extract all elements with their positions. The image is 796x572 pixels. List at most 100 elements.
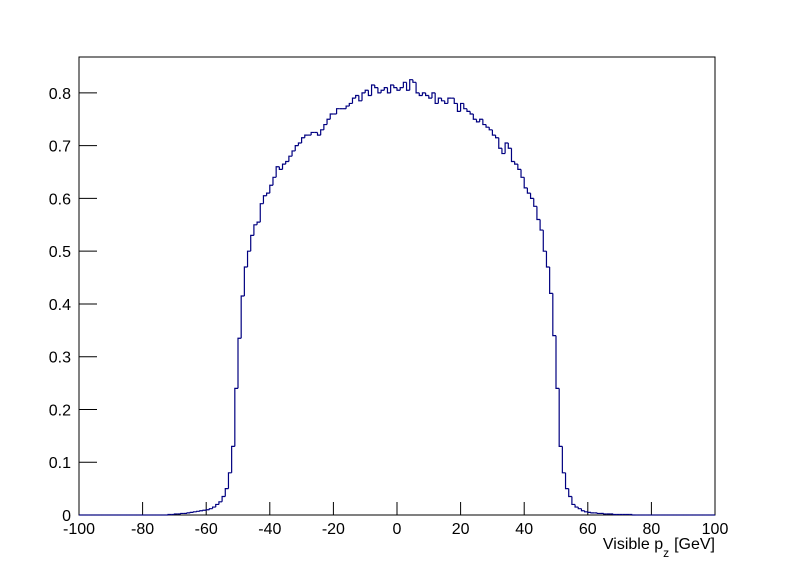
histogram-bin	[501, 148, 506, 155]
histogram-bin	[227, 472, 232, 489]
x-label-sub: z	[663, 546, 669, 560]
histogram-bin	[475, 119, 480, 123]
histogram-bin	[390, 84, 394, 93]
histogram-bin	[558, 388, 563, 448]
histogram-bin	[577, 507, 582, 510]
histogram-bin	[367, 90, 372, 97]
histogram-bin	[409, 79, 413, 91]
histogram-bin	[440, 98, 445, 102]
histogram-bin	[504, 142, 509, 154]
histogram-bin	[215, 503, 219, 508]
histogram-bin	[351, 97, 356, 104]
histogram-bin	[243, 266, 248, 297]
y-tick-label: 0.1	[49, 455, 71, 472]
histogram-bin	[393, 84, 397, 89]
histogram-bin	[377, 87, 382, 94]
y-tick-label: 0	[62, 508, 71, 525]
histogram-bin	[278, 166, 283, 170]
histogram-bin	[405, 82, 410, 91]
histogram-bin	[584, 510, 588, 513]
x-tick-label: -60	[195, 521, 218, 538]
histogram-bin	[444, 100, 448, 105]
histogram-bin	[568, 488, 572, 498]
histogram-bin	[234, 387, 238, 447]
histogram-bin	[472, 113, 477, 120]
histogram-bin	[345, 105, 350, 109]
histogram-bin	[574, 504, 579, 508]
histogram-bin	[453, 98, 458, 105]
histogram-bin	[561, 446, 566, 474]
histogram-bin	[386, 87, 391, 94]
histogram-bin	[285, 160, 289, 165]
histogram-bin	[517, 164, 522, 170]
histogram-bin	[510, 148, 515, 163]
histogram-bin	[320, 129, 324, 136]
x-axis-label: Visible pz [GeV]	[603, 536, 715, 560]
histogram-bin	[237, 337, 242, 389]
y-tick-label: 0.4	[49, 297, 71, 314]
histogram-bin	[259, 203, 264, 223]
histogram-bin	[380, 89, 385, 93]
histogram-bin	[266, 192, 270, 196]
histogram-bin	[202, 509, 207, 511]
histogram-bin	[539, 219, 544, 231]
histogram-bin	[173, 513, 178, 515]
y-tick-label: 0.7	[49, 139, 71, 156]
histogram-bin	[491, 129, 496, 136]
histogram-bin	[542, 230, 547, 252]
histogram-bin	[536, 206, 541, 221]
histogram-bin	[596, 512, 601, 515]
histogram-bin	[304, 134, 308, 138]
x-tick-label: 80	[643, 521, 661, 538]
histogram-bin	[364, 89, 369, 93]
histogram-bin	[355, 94, 359, 99]
histogram-bin	[246, 250, 251, 268]
histogram-bin	[590, 512, 595, 514]
histogram-bin	[316, 132, 321, 136]
y-tick-label: 0.6	[49, 191, 71, 208]
histogram-bin	[482, 119, 487, 126]
x-label-unit: [GeV]	[674, 536, 715, 553]
histogram-bin	[466, 108, 471, 112]
histogram-bin	[250, 234, 254, 252]
histogram-bin	[580, 508, 585, 512]
histogram-bin	[603, 513, 607, 515]
histogram-bin	[631, 514, 636, 516]
histogram-bin	[186, 512, 191, 514]
histogram-bin	[189, 511, 194, 513]
histogram-bin	[412, 79, 417, 83]
histogram-bin	[275, 166, 280, 178]
histogram-bin	[370, 84, 375, 96]
histogram-bin	[415, 82, 420, 94]
x-tick-label: 60	[579, 521, 597, 538]
histogram-bin	[494, 135, 499, 139]
histogram-bin	[199, 510, 204, 512]
histogram-bin	[272, 176, 277, 186]
histogram-bin	[348, 102, 353, 107]
histogram-bin	[399, 87, 404, 91]
histogram-bin	[240, 295, 245, 339]
histogram-bin	[549, 267, 553, 294]
histogram-bin	[555, 335, 560, 389]
histogram-bin	[323, 123, 328, 130]
histogram-bin	[196, 510, 200, 512]
histogram-bin	[507, 143, 512, 149]
histogram-bin	[396, 87, 401, 91]
histogram-bin	[231, 445, 235, 473]
histogram-bin	[498, 137, 502, 149]
histogram-bin	[488, 127, 493, 131]
histogram-bin	[269, 184, 273, 194]
x-tick-label: -20	[322, 521, 345, 538]
histogram-bin	[288, 155, 293, 162]
x-label-main: Visible p	[603, 536, 663, 553]
histogram-bin	[211, 506, 216, 509]
histogram-bin	[545, 251, 550, 268]
histogram-bin	[361, 92, 366, 101]
histogram-bin	[310, 131, 315, 136]
histogram-bin	[402, 81, 407, 88]
y-tick-label: 0.8	[49, 86, 71, 103]
histogram-bin	[479, 118, 483, 122]
histogram-bin	[564, 472, 569, 490]
